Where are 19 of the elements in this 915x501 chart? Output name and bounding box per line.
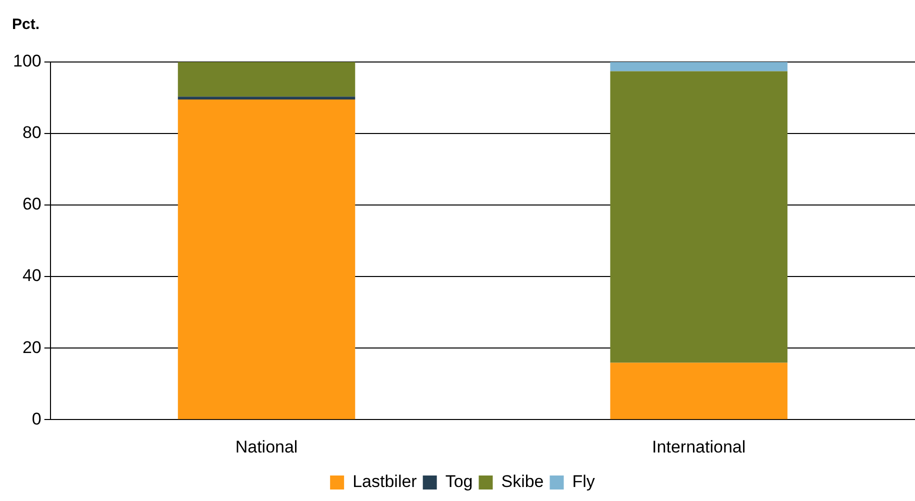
bar — [610, 62, 788, 72]
legend-label: Fly — [572, 472, 596, 492]
y-tick-label: 40 — [22, 266, 42, 286]
bar — [178, 62, 356, 97]
legend-label: Tog — [445, 472, 473, 492]
y-tick-label: 20 — [22, 338, 42, 357]
legend-label: Skibe — [501, 472, 544, 492]
legend-label: Lastbiler — [352, 472, 418, 492]
y-tick-label: 60 — [22, 194, 42, 214]
bar — [178, 96, 356, 100]
bar — [610, 362, 788, 420]
y-tick-label: 0 — [32, 409, 42, 428]
x-tick-label: International — [652, 437, 746, 456]
y-axis-title: Pct. — [12, 16, 40, 33]
bar — [178, 100, 356, 420]
x-tick-label: National — [235, 437, 298, 456]
bar — [610, 71, 788, 363]
y-tick-label: 80 — [22, 123, 42, 142]
y-tick-label: 100 — [12, 52, 42, 71]
